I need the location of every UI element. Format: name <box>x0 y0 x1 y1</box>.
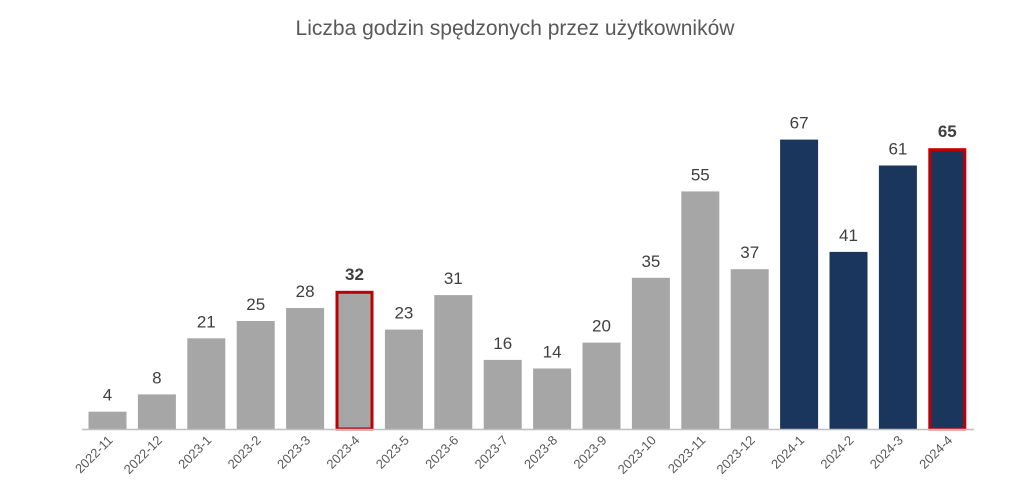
tick-label-2022-12: 2022-12 <box>121 433 165 477</box>
tick-label-2023-5: 2023-5 <box>373 433 412 472</box>
bar-2023-9 <box>582 342 621 429</box>
value-label-2023-9: 20 <box>592 317 611 336</box>
tick-label-2023-9: 2023-9 <box>570 433 609 472</box>
bar-2024-4 <box>928 148 967 431</box>
value-label-2024-4: 65 <box>938 122 957 141</box>
tick-labels-group: 2022-11 2022-12 2023-1 2023-2 2023-3 2023-4 20… <box>72 433 955 477</box>
tick-label-2023-2: 2023-2 <box>225 433 264 472</box>
bar-2023-11 <box>681 191 720 429</box>
value-label-2024-3: 61 <box>888 140 907 159</box>
bar-2023-5 <box>384 329 423 429</box>
bars-group <box>88 139 967 431</box>
bar-2023-10 <box>631 277 670 429</box>
tick-label-2024-2: 2024-2 <box>817 433 856 472</box>
tick-label-2023-7: 2023-7 <box>472 433 511 472</box>
tick-label-2023-1: 2023-1 <box>175 433 214 472</box>
value-label-2024-2: 41 <box>839 226 858 245</box>
value-label-2023-8: 14 <box>543 343 562 362</box>
bar-2024-3 <box>878 165 917 429</box>
value-label-2023-12: 37 <box>740 243 759 262</box>
tick-label-2022-11: 2022-11 <box>72 433 116 477</box>
bar-2023-7 <box>483 359 522 429</box>
value-label-2023-6: 31 <box>444 269 463 288</box>
bar-2023-4 <box>335 290 374 431</box>
value-label-2023-7: 16 <box>493 334 512 353</box>
bar-2024-1 <box>780 139 819 429</box>
value-label-2023-11: 55 <box>691 165 710 184</box>
tick-label-2023-10: 2023-10 <box>615 433 659 477</box>
bar-2023-3 <box>286 308 325 429</box>
bar-2022-12 <box>137 394 176 429</box>
value-label-2023-4: 32 <box>345 265 364 284</box>
value-label-2023-1: 21 <box>197 312 216 331</box>
tick-label-2024-1: 2024-1 <box>768 433 807 472</box>
value-label-2023-5: 23 <box>394 304 413 323</box>
bar-2023-12 <box>730 269 769 429</box>
bar-2023-8 <box>533 368 572 429</box>
value-labels-group: 4 8 21 25 28 32 23 31 16 14 20 35 55 37 67 41 61 65 <box>103 114 957 405</box>
tick-label-2023-6: 2023-6 <box>422 433 461 472</box>
value-label-2022-11: 4 <box>103 386 112 405</box>
bar-2023-6 <box>434 295 473 429</box>
tick-label-2023-4: 2023-4 <box>323 433 362 472</box>
tick-label-2023-8: 2023-8 <box>521 433 560 472</box>
tick-label-2023-3: 2023-3 <box>274 433 313 472</box>
tick-label-2023-11: 2023-11 <box>665 433 709 477</box>
value-label-2023-3: 28 <box>296 282 315 301</box>
tick-label-2024-4: 2024-4 <box>916 433 955 472</box>
bar-2022-11 <box>88 411 127 429</box>
tick-label-2023-12: 2023-12 <box>713 433 757 477</box>
bar-2023-1 <box>187 338 226 429</box>
value-label-2022-12: 8 <box>152 368 161 387</box>
bar-2023-2 <box>236 321 275 429</box>
tick-label-2024-3: 2024-3 <box>867 433 906 472</box>
bar-2024-2 <box>829 251 868 429</box>
value-label-2023-2: 25 <box>246 295 265 314</box>
value-label-2024-1: 67 <box>790 114 809 133</box>
value-label-2023-10: 35 <box>641 252 660 271</box>
chart-title: Liczba godzin spędzonych przez użytkowni… <box>296 17 736 40</box>
